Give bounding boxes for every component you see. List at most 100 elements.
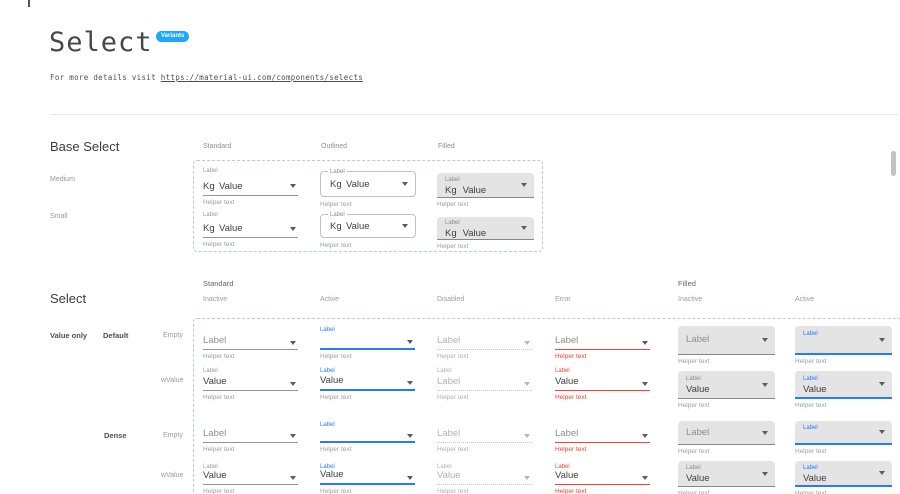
select-control[interactable]: Label (795, 326, 892, 355)
select-standard-inactive-wvalue-dense: Label Value Helper text (203, 463, 298, 494)
select-standard-active-wvalue: Label Value Helper text (320, 367, 415, 401)
base-select-heading: Base Select (50, 139, 120, 154)
dropdown-arrow-icon (290, 227, 296, 231)
select-control[interactable]: Label (678, 326, 775, 355)
column-header-standard: Standard (203, 143, 232, 150)
select-value: Value (686, 384, 710, 395)
select-value: Value (346, 221, 370, 232)
select-control[interactable]: Value (555, 470, 650, 485)
select-value: Value (462, 228, 487, 239)
select-standard-disabled-empty: Label Helper text (437, 326, 532, 360)
row-label-wvalue: wValue (161, 377, 184, 384)
helper-text: Helper text (203, 353, 235, 360)
select-value: Label (555, 335, 579, 346)
select-control[interactable]: Kg Value (203, 177, 298, 196)
text-cursor-artifact (28, 0, 30, 7)
helper-text: Helper text (555, 394, 587, 401)
select-control[interactable]: Label (678, 421, 775, 445)
base-select-standard-small: Label Kg Value Helper text (203, 211, 298, 248)
select-control[interactable]: Value (320, 375, 415, 391)
select-control[interactable]: Label Kg Value (320, 211, 416, 238)
select-control[interactable]: Label Value (795, 371, 892, 399)
row-label-medium: Medium (50, 176, 75, 183)
select-control[interactable] (320, 336, 415, 350)
helper-text: Helper text (320, 488, 352, 494)
dropdown-arrow-icon (407, 340, 413, 344)
state-header-active: Active (320, 296, 340, 303)
dropdown-arrow-icon (521, 226, 527, 230)
column-header-filled: Filled (438, 143, 455, 150)
select-value: Value (320, 375, 344, 386)
select-control[interactable]: Value (437, 470, 532, 485)
dropdown-arrow-icon (524, 434, 530, 438)
select-control[interactable]: Label Kg Value (437, 173, 534, 198)
variants-badge: Variants (156, 31, 190, 42)
select-value: Value (219, 181, 243, 192)
select-control[interactable]: Label (437, 428, 532, 443)
select-value: Value (437, 470, 461, 481)
select-value: Value (346, 179, 370, 190)
select-control[interactable] (320, 430, 415, 443)
helper-text: Helper text (320, 353, 352, 360)
floating-label: Label (803, 425, 818, 431)
floating-label: Label (203, 212, 218, 218)
select-filled-active-wvalue: Label Value Helper text (795, 371, 892, 409)
header-divider (50, 114, 898, 115)
floating-label: Label (555, 464, 570, 470)
select-control[interactable]: Label Value (795, 461, 892, 487)
helper-text: Helper text (437, 201, 469, 208)
row-label-dense: Dense (104, 431, 127, 440)
dropdown-arrow-icon (290, 340, 296, 345)
select-value: Value (555, 376, 579, 387)
dropdown-arrow-icon (407, 475, 413, 480)
select-control[interactable]: Label (795, 421, 892, 445)
select-standard-inactive-empty-dense: Label Helper text (203, 421, 298, 453)
select-control[interactable]: Kg Value (203, 221, 298, 238)
floating-label: Label (203, 368, 218, 374)
select-control[interactable]: Label (437, 335, 532, 350)
select-value: Value (686, 473, 710, 484)
floating-label: Label (320, 327, 335, 333)
select-control[interactable]: Label Value (678, 461, 775, 487)
select-control[interactable]: Label Kg Value (320, 168, 416, 197)
dropdown-arrow-icon (642, 476, 648, 480)
select-control[interactable]: Label (203, 335, 298, 350)
select-value: Label (686, 334, 710, 345)
column-header-outlined: Outlined (321, 143, 348, 150)
adornment: Kg (330, 179, 342, 190)
select-standard-error-empty-dense: Label Helper text (555, 421, 650, 453)
dropdown-arrow-icon (290, 434, 296, 438)
select-control[interactable]: Label Kg Value (437, 217, 534, 240)
helper-text: Helper text (437, 353, 469, 360)
select-control[interactable]: Label (437, 376, 532, 391)
select-standard-disabled-wvalue: Label Label Helper text (437, 367, 532, 401)
select-control[interactable]: Label (203, 428, 298, 443)
floating-label: Label (803, 331, 818, 337)
docs-link[interactable]: https://material-ui.com/components/selec… (160, 73, 364, 82)
select-control[interactable]: Value (203, 376, 298, 391)
floating-label: Label (320, 464, 335, 470)
dropdown-arrow-icon (642, 381, 648, 386)
select-control[interactable]: Value (320, 469, 415, 485)
select-control[interactable]: Value (555, 376, 650, 391)
scrollbar-thumb[interactable] (891, 151, 896, 176)
select-value: Value (203, 470, 227, 481)
adornment: Kg (203, 223, 215, 234)
select-control[interactable]: Label (555, 428, 650, 443)
select-filled-inactive-wvalue: Label Value Helper text (678, 371, 775, 409)
select-control[interactable]: Label (555, 335, 650, 350)
helper-text: Helper text (678, 402, 710, 409)
state-header-disabled: Disabled (437, 296, 465, 303)
dropdown-arrow-icon (290, 184, 296, 188)
select-value: Label (203, 428, 227, 439)
select-control[interactable]: Value (203, 470, 298, 485)
dropdown-arrow-icon (524, 381, 530, 386)
select-heading: Select (50, 291, 87, 306)
dropdown-arrow-icon (407, 433, 413, 438)
select-control[interactable]: Label Value (678, 371, 775, 399)
helper-text: Helper text (320, 242, 352, 249)
floating-label: Label (686, 376, 701, 382)
dropdown-arrow-icon (762, 338, 768, 342)
dropdown-arrow-icon (879, 337, 885, 342)
base-select-standard-medium: Label Kg Value Helper text (203, 167, 298, 206)
